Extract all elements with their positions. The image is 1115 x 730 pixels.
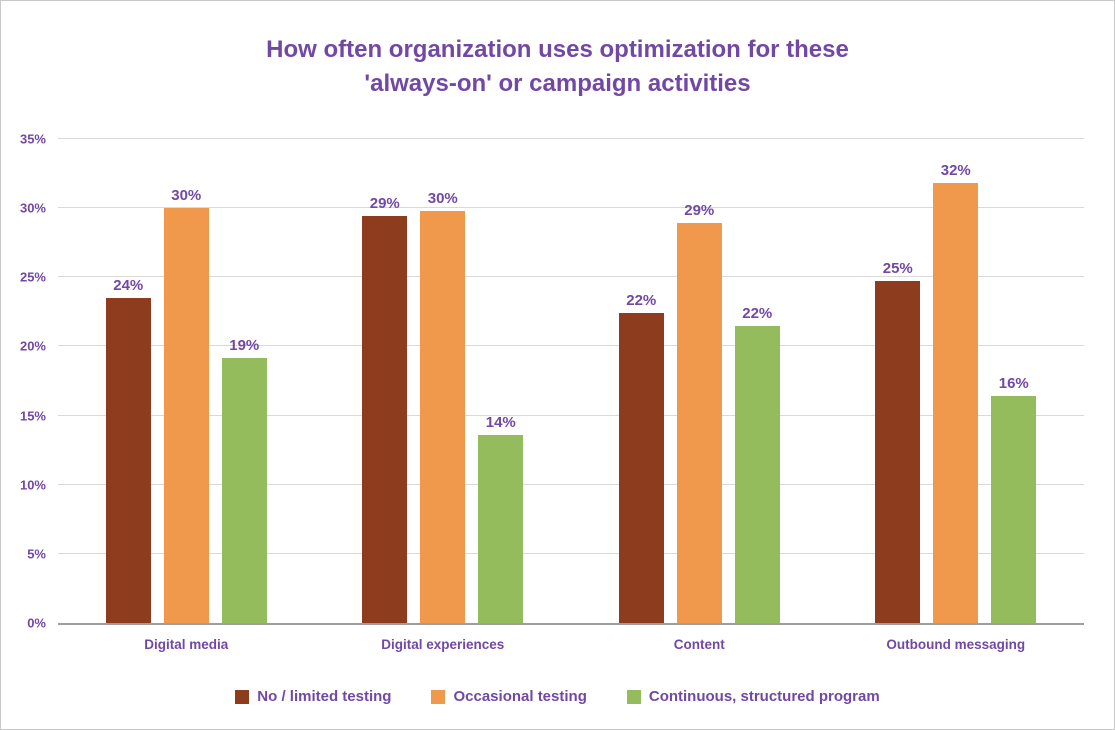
legend-item: No / limited testing [235,688,391,705]
bar-column: 14% [478,139,524,623]
bar-column: 30% [420,139,466,623]
bar-value-label: 25% [882,260,913,278]
legend-swatch-icon [235,689,250,704]
gridline [58,207,1084,209]
y-axis-tick-label: 10% [19,477,46,493]
bar-group: 25% 32% 16% [828,139,1085,623]
chart-area: 0% 5% 10% 15% 20% 25% 30% 35% 24% 30% 19% 29% 30% 14%… [20,132,1084,652]
bar-value-label: 22% [742,304,773,322]
bar [933,183,979,623]
legend-item: Occasional testing [431,688,587,705]
bar [676,223,722,623]
bar [362,216,408,623]
bar-column: 29% [362,139,408,623]
gridline [58,483,1084,485]
chart-title-line2: 'always-on' or campaign activities [364,70,751,97]
legend-swatch-icon [431,689,446,704]
y-axis-tick-label: 30% [19,200,46,216]
bar [618,313,664,623]
legend-item: Continuous, structured program [626,688,880,705]
legend-label: Occasional testing [453,688,587,705]
y-axis-tick-label: 20% [19,338,46,354]
gridline [58,552,1084,554]
y-axis-tick-label: 5% [27,546,46,562]
bar-column: 16% [991,139,1037,623]
bar-group: 29% 30% 14% [315,139,572,623]
bar-value-label: 19% [229,336,260,354]
bar-column: 22% [734,139,780,623]
bar-value-label: 29% [684,202,715,220]
bar [105,298,151,623]
bar-column: 22% [618,139,664,623]
bar [163,208,209,623]
bar-column: 25% [875,139,921,623]
bar [875,281,921,623]
bar-value-label: 14% [485,413,516,431]
gridline [58,138,1084,139]
y-axis-tick-label: 0% [27,615,46,631]
bar [420,210,466,623]
chart-title-line1: How often organization uses optimization… [266,36,849,63]
bar [221,357,267,623]
bar-group: 24% 30% 19% [58,139,315,623]
bar [478,434,524,623]
plot-area: 0% 5% 10% 15% 20% 25% 30% 35% 24% 30% 19% 29% 30% 14%… [20,132,1084,631]
bar-column: 29% [676,139,722,623]
bar-column: 30% [163,139,209,623]
legend-label: No / limited testing [257,688,392,705]
bar-value-label: 24% [113,277,144,295]
bar-value-label: 16% [998,375,1029,393]
bar-value-label: 29% [369,195,400,213]
bar-column: 19% [221,139,267,623]
x-axis-labels: Digital media Digital experiences Content O… [58,625,1084,652]
bar-groups: 24% 30% 19% 29% 30% 14% 22% 29% 22% 25% 32% 16% [58,139,1084,623]
gridline [58,276,1084,278]
legend: No / limited testing Occasional testing Co… [1,688,1114,705]
bar-column: 24% [105,139,151,623]
bar-value-label: 22% [626,292,657,310]
x-axis-category-label: Digital experiences [381,637,505,652]
bar-value-label: 30% [171,187,202,205]
x-axis-category-label: Outbound messaging [886,637,1026,652]
chart-title: How often organization uses optimization… [1,33,1114,101]
y-axis-tick-label: 35% [19,131,46,147]
x-axis-category-label: Content [673,637,725,652]
legend-swatch-icon [626,689,641,704]
y-axis-tick-label: 15% [19,408,46,424]
y-axis-tick-label: 25% [19,269,46,285]
bar [991,396,1037,623]
bar-group: 22% 29% 22% [571,139,828,623]
bar-column: 32% [933,139,979,623]
gridline [58,345,1084,347]
x-axis-category-label: Digital media [144,637,229,652]
bar-value-label: 32% [940,162,971,180]
bar [734,325,780,623]
gridline [58,414,1084,416]
legend-label: Continuous, structured program [648,688,880,705]
bar-value-label: 30% [427,189,458,207]
